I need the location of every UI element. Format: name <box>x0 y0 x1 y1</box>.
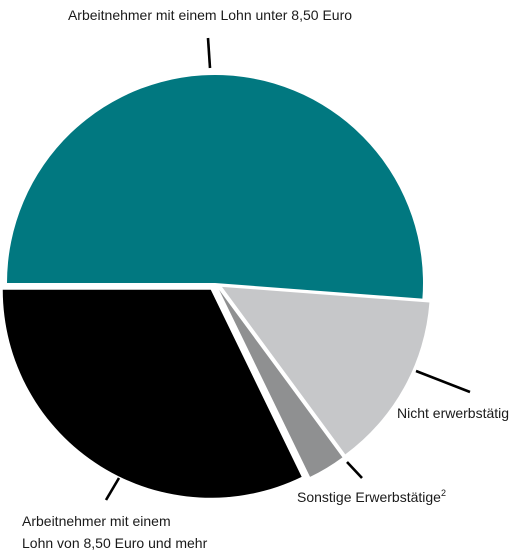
leader-line-not-employed <box>415 369 471 394</box>
pie-slice-not-employed <box>222 286 430 455</box>
pie-slice-higher-wage-employees <box>2 289 302 498</box>
slice-label-low-wage-employees: Arbeitnehmer mit einem Lohn unter 8,50 E… <box>68 7 352 23</box>
slice-label-not-employed: Nicht erwerbstätig <box>397 405 509 421</box>
slice-label-other-employed-text: Sonstige Erwerbstätige <box>297 489 441 505</box>
footnote-marker: 2 <box>441 488 446 498</box>
leader-line-higher-wage-employees <box>104 477 121 501</box>
slice-label-higher-wage-line-1: Arbeitnehmer mit einem <box>22 513 171 529</box>
slice-label-higher-wage-line-2: Lohn von 8,50 Euro und mehr <box>22 535 208 551</box>
leader-lines <box>104 37 471 501</box>
pie-slices <box>2 75 430 498</box>
leader-line-other-employed <box>346 461 363 479</box>
pie-slice-other-employed <box>219 289 343 477</box>
leader-line-low-wage-employees <box>206 37 212 69</box>
slice-label-other-employed: Sonstige Erwerbstätige2 <box>297 488 446 505</box>
slice-label-higher-wage-employees: Arbeitnehmer mit einem Lohn von 8,50 Euro… <box>22 513 208 551</box>
pie-slice-low-wage-employees <box>7 75 423 299</box>
